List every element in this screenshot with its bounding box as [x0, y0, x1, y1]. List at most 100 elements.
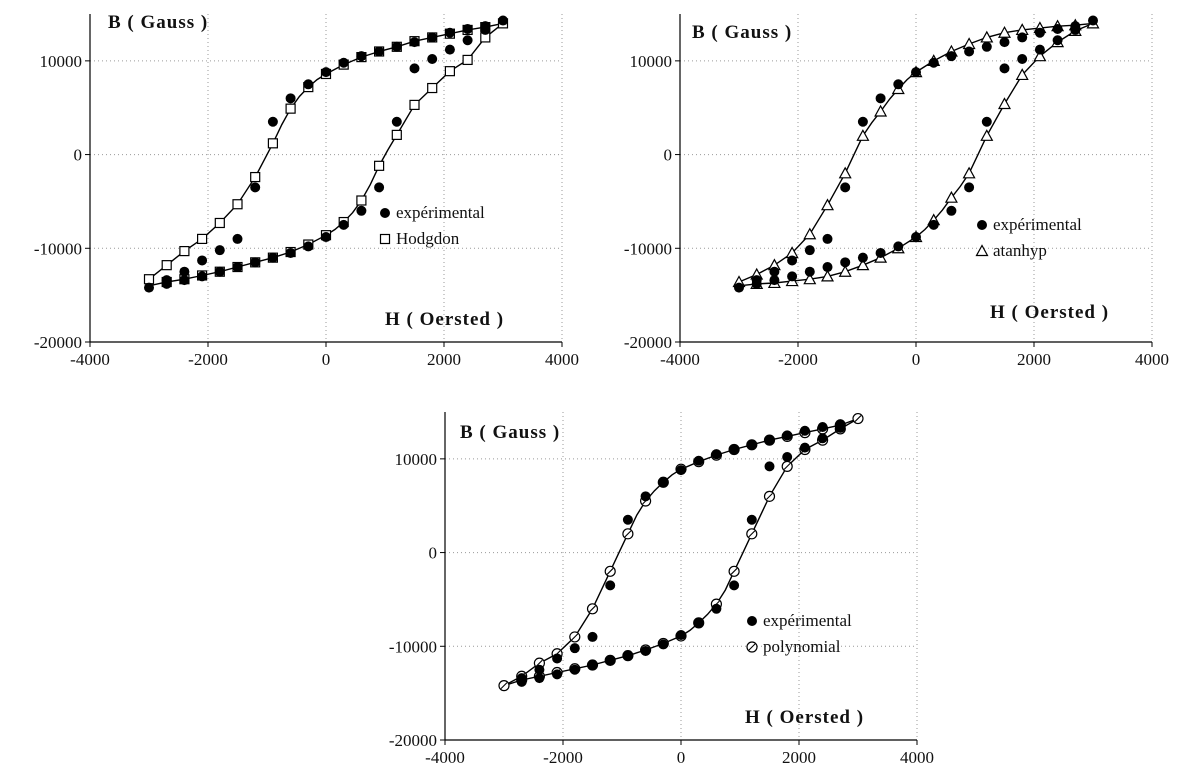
data-point — [782, 451, 793, 462]
data-point — [980, 129, 994, 141]
data-point — [964, 46, 975, 57]
data-point — [838, 264, 852, 277]
data-point — [1052, 35, 1063, 46]
data-point — [161, 278, 172, 289]
data-point — [746, 528, 758, 540]
x-tick-label: 4000 — [545, 350, 579, 369]
data-point — [835, 422, 846, 433]
y-tick-label: -20000 — [389, 731, 437, 750]
data-point — [267, 252, 278, 263]
data-point — [746, 439, 757, 450]
data-point — [928, 219, 939, 230]
x-axis-label: H ( Oersted ) — [745, 707, 864, 728]
data-point — [587, 660, 598, 671]
data-point — [267, 116, 278, 127]
y-tick-label: -10000 — [34, 239, 82, 258]
legend-marker — [977, 220, 987, 230]
data-point — [356, 195, 367, 206]
data-point — [179, 245, 190, 257]
x-tick-label: -2000 — [188, 350, 228, 369]
data-point — [1034, 27, 1045, 38]
data-point — [962, 166, 976, 179]
data-point — [161, 260, 172, 271]
data-point — [856, 258, 870, 271]
data-point — [640, 491, 651, 502]
legend-marker — [380, 208, 390, 218]
legend: expérimental Hodgdon — [379, 203, 485, 248]
y-tick-label: 10000 — [395, 450, 438, 469]
data-point — [944, 190, 958, 203]
data-point — [676, 465, 686, 476]
data-point — [817, 433, 828, 444]
data-point — [764, 435, 775, 446]
marker-slash — [624, 530, 632, 538]
data-point — [729, 580, 740, 591]
data-point — [356, 205, 367, 216]
data-point — [857, 116, 868, 127]
legend-marker — [746, 641, 758, 653]
data-point — [822, 262, 833, 273]
x-axis-label: H ( Oersted ) — [990, 302, 1109, 323]
data-point — [232, 199, 243, 210]
data-point — [804, 266, 815, 277]
series-expérimental — [734, 15, 1098, 293]
data-point — [946, 51, 957, 62]
data-point — [197, 233, 208, 245]
marker-slash — [783, 462, 791, 470]
data-point — [840, 257, 851, 268]
data-point — [928, 57, 939, 68]
data-point — [391, 116, 402, 127]
data-point — [569, 664, 580, 675]
data-point — [658, 639, 669, 650]
series-expérimental — [516, 419, 846, 687]
marker-slash — [730, 567, 738, 575]
data-point — [462, 35, 473, 46]
data-point — [893, 79, 904, 90]
y-axis-label: B ( Gauss ) — [108, 12, 208, 33]
data-point — [1015, 68, 1029, 81]
data-point — [250, 257, 261, 268]
data-point — [427, 53, 438, 64]
x-tick-label: -4000 — [425, 748, 465, 767]
data-point — [997, 97, 1012, 110]
data-point — [303, 241, 314, 252]
y-tick-label: 10000 — [40, 52, 83, 71]
data-point — [763, 490, 776, 502]
data-point — [267, 138, 278, 149]
data-point — [409, 63, 420, 74]
legend-label: expérimental — [993, 215, 1082, 234]
x-tick-label: 0 — [677, 748, 686, 767]
data-point — [875, 93, 886, 104]
data-point — [893, 241, 904, 252]
legend-marker — [379, 233, 391, 245]
legend: expérimental atanhyp — [975, 215, 1082, 260]
data-point — [964, 182, 975, 193]
data-point — [817, 421, 828, 432]
y-tick-label: 0 — [664, 146, 673, 165]
data-point — [586, 603, 599, 615]
y-tick-label: -10000 — [389, 637, 437, 656]
x-tick-label: -4000 — [70, 350, 110, 369]
data-point — [391, 129, 402, 140]
data-point — [622, 650, 633, 661]
data-point — [838, 166, 852, 179]
x-tick-label: 4000 — [1135, 350, 1169, 369]
marker-slash — [606, 567, 614, 575]
data-point — [852, 412, 864, 425]
data-point — [746, 514, 757, 525]
y-tick-label: -20000 — [624, 333, 672, 352]
marker-slash — [571, 633, 579, 641]
x-tick-label: -2000 — [543, 748, 583, 767]
y-axis-label: B ( Gauss ) — [460, 422, 560, 443]
data-point — [444, 44, 455, 55]
data-point — [391, 41, 402, 52]
data-point — [911, 67, 921, 78]
data-point — [711, 603, 722, 614]
legend-label: polynomial — [763, 637, 841, 656]
data-point — [1070, 24, 1081, 35]
data-point — [552, 669, 563, 680]
marker-slash — [854, 415, 862, 422]
data-point — [534, 673, 545, 684]
data-point — [981, 41, 992, 52]
